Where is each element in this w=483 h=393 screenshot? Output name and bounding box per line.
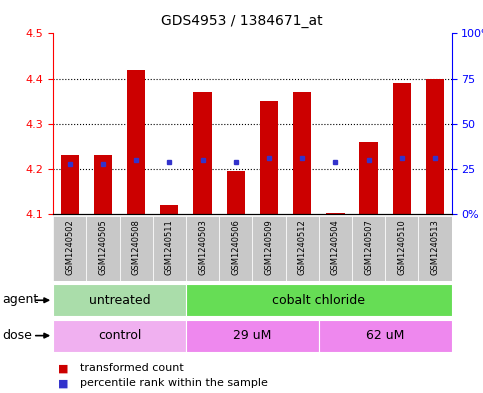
Bar xyxy=(127,70,145,214)
Bar xyxy=(193,92,212,214)
Bar xyxy=(418,216,452,281)
Text: dose: dose xyxy=(2,329,32,342)
Text: GSM1240509: GSM1240509 xyxy=(265,219,273,275)
Text: ■: ■ xyxy=(58,378,69,388)
Text: 62 uM: 62 uM xyxy=(366,329,404,342)
Text: untreated: untreated xyxy=(89,294,150,307)
Text: GSM1240512: GSM1240512 xyxy=(298,219,307,275)
Bar xyxy=(385,216,418,281)
Bar xyxy=(186,320,319,352)
Bar xyxy=(53,284,186,316)
Text: transformed count: transformed count xyxy=(80,363,184,373)
Bar xyxy=(359,142,378,214)
Bar xyxy=(252,216,285,281)
Bar xyxy=(260,101,278,214)
Bar xyxy=(285,216,319,281)
Bar xyxy=(293,92,312,214)
Text: GSM1240508: GSM1240508 xyxy=(132,219,141,275)
Bar xyxy=(53,320,186,352)
Bar xyxy=(319,320,452,352)
Bar xyxy=(186,284,452,316)
Text: cobalt chloride: cobalt chloride xyxy=(272,294,365,307)
Text: GSM1240504: GSM1240504 xyxy=(331,219,340,275)
Bar xyxy=(160,205,179,214)
Bar xyxy=(186,216,219,281)
Bar xyxy=(326,213,344,214)
Text: ■: ■ xyxy=(58,363,69,373)
Bar xyxy=(86,216,120,281)
Text: GSM1240513: GSM1240513 xyxy=(430,219,440,275)
Text: percentile rank within the sample: percentile rank within the sample xyxy=(80,378,268,388)
Bar xyxy=(426,79,444,214)
Text: agent: agent xyxy=(2,293,39,307)
Bar xyxy=(319,216,352,281)
Bar xyxy=(352,216,385,281)
Text: GSM1240507: GSM1240507 xyxy=(364,219,373,275)
Text: GSM1240502: GSM1240502 xyxy=(65,219,74,275)
Text: GSM1240503: GSM1240503 xyxy=(198,219,207,275)
Bar xyxy=(153,216,186,281)
Bar xyxy=(60,155,79,214)
Bar xyxy=(219,216,253,281)
Bar xyxy=(393,83,411,214)
Text: 29 uM: 29 uM xyxy=(233,329,271,342)
Bar xyxy=(53,216,86,281)
Text: GSM1240505: GSM1240505 xyxy=(99,219,107,275)
Text: control: control xyxy=(98,329,141,342)
Text: GDS4953 / 1384671_at: GDS4953 / 1384671_at xyxy=(161,14,322,28)
Text: GSM1240511: GSM1240511 xyxy=(165,219,174,275)
Bar xyxy=(227,171,245,214)
Text: GSM1240510: GSM1240510 xyxy=(398,219,406,275)
Bar xyxy=(94,155,112,214)
Text: GSM1240506: GSM1240506 xyxy=(231,219,240,275)
Bar xyxy=(120,216,153,281)
